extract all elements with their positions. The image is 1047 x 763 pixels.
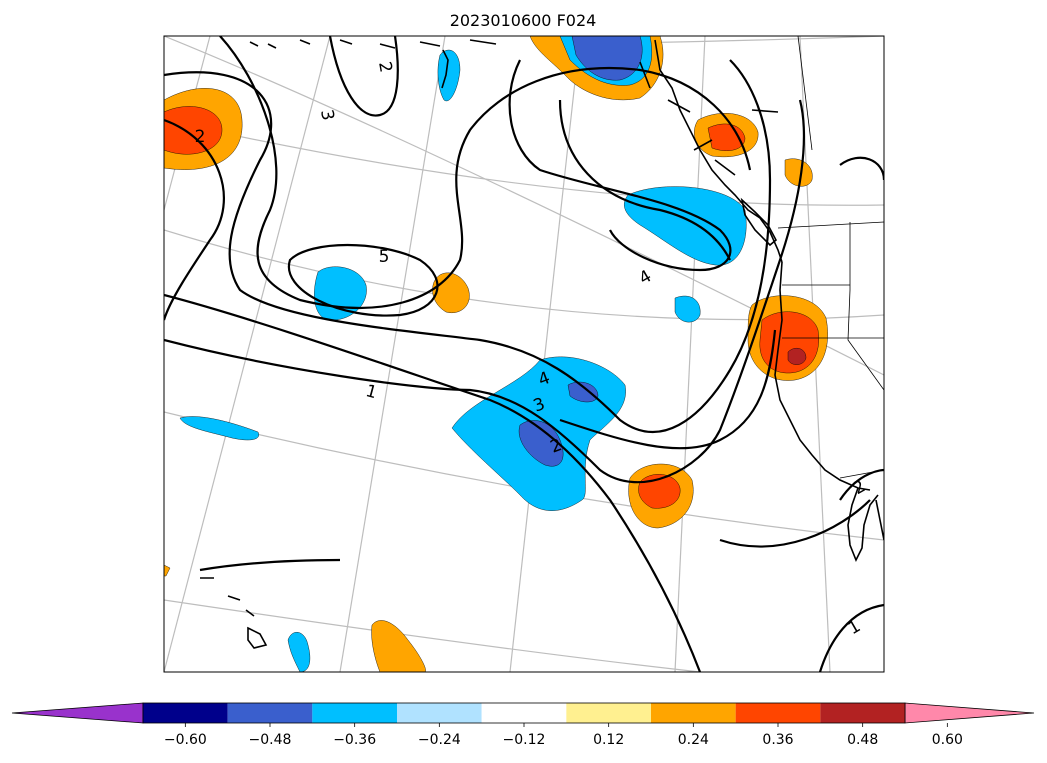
coastline-haida-gwaii: [441, 49, 449, 89]
map-panel: 2 3 2 5 4 1 4 3 2 1 2: [164, 36, 884, 672]
shaded-region: [567, 381, 599, 403]
colorbar-segment: [566, 703, 651, 723]
contour-line: [164, 293, 702, 672]
colorbar-segment: [735, 703, 821, 723]
colorbar-tick-label: −0.24: [418, 732, 461, 748]
graticule-lon-2: [164, 36, 331, 672]
shaded-region: [638, 474, 681, 509]
map-frame: [163, 35, 885, 673]
shaded-region: [437, 49, 461, 102]
colorbar-segment: [227, 703, 313, 723]
contour-line: [164, 118, 225, 321]
contour-label: 3: [316, 108, 338, 122]
border-alaska-yukon: [797, 36, 813, 151]
shaded-region: [784, 158, 813, 187]
coastline-mexico: [875, 499, 884, 541]
colorbar-tick-label: −0.36: [333, 732, 376, 748]
shaded-region: [164, 106, 223, 155]
contour-line: [508, 59, 732, 272]
contour-line: [287, 243, 439, 317]
colorbar-segment: [397, 703, 482, 723]
contour-line: [559, 329, 777, 450]
shaded-region: [518, 420, 564, 467]
contour-label: 1: [363, 381, 379, 403]
colorbar-tick-label: 0.60: [932, 732, 963, 748]
colorbar-segment: [820, 703, 905, 723]
coastline-aleutians: [249, 39, 497, 49]
shaded-region: [164, 564, 171, 577]
colorbar-segment: [651, 703, 736, 723]
contour-line: [328, 36, 399, 117]
colorbar: −0.60 −0.48 −0.36 −0.24 −0.12 0.12 0.24 0.36 0.4…: [11, 702, 1035, 748]
coastlines: [200, 39, 884, 649]
graticule-lat-4: [164, 599, 701, 672]
coastline-vancouver-island: [740, 197, 778, 247]
colorbar-tick-label: 0.48: [847, 732, 878, 748]
contour-line: [839, 156, 884, 181]
colorbar-tick-label: −0.60: [164, 732, 207, 748]
contour-label: 5: [379, 247, 390, 267]
colorbar-tick-label: −0.48: [249, 732, 292, 748]
contour-line: [199, 558, 341, 572]
contour-line: [839, 468, 884, 501]
shaded-region: [371, 620, 426, 672]
contour-line: [164, 99, 805, 484]
coastline-west-coast: [774, 261, 871, 491]
colorbar-tick-label: 0.24: [678, 732, 709, 748]
colorbar-segment: [481, 703, 567, 723]
chart-title: 2023010600 F024: [450, 11, 597, 30]
colorbar-tick-label: −0.12: [503, 732, 546, 748]
coastline-bc-inlets: [639, 61, 736, 176]
shaded-region: [674, 295, 701, 323]
coastline-baja: [847, 487, 879, 562]
contour-lines: [164, 36, 884, 672]
border-california-nevada: [847, 289, 884, 391]
coastline-kodiak: [751, 109, 779, 113]
colorbar-extend-high: [904, 702, 1035, 724]
shaded-region: [287, 632, 311, 672]
contour-line: [558, 99, 731, 261]
shaded-region: [179, 416, 259, 441]
contour-line: [818, 603, 884, 672]
border-canada-us: [777, 221, 884, 229]
graticule-lon-3: [339, 36, 446, 672]
colorbar-tick-label: 0.12: [593, 732, 624, 748]
contour-line: [719, 499, 871, 548]
colorbar-tick-label: 0.36: [762, 732, 793, 748]
colorbar-extend-low: [11, 702, 144, 724]
contour-label: 2: [374, 60, 396, 74]
political-borders: [777, 36, 884, 479]
shaded-region: [787, 347, 807, 365]
contour-line: [164, 59, 772, 433]
colorbar-segment: [312, 703, 397, 723]
shaded-region: [759, 311, 819, 374]
graticule-lat-1: [164, 119, 884, 206]
coastline-hawaii: [200, 577, 268, 649]
contour-label: 2: [195, 127, 206, 147]
contour-line: [219, 36, 752, 309]
colorbar-segment: [143, 703, 228, 723]
